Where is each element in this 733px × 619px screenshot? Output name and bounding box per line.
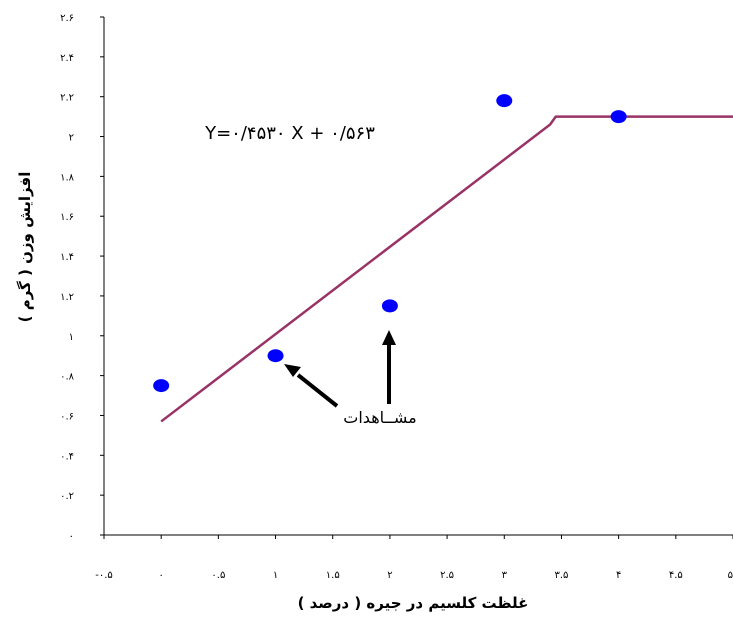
annotation-arrows [284,330,396,408]
observation-point [496,94,513,108]
arrow-left-shaft [296,373,339,408]
y-axis-title: افزایش وزن ( گرم ) [16,172,34,323]
observation-point [610,110,627,124]
y-tick-labels: ۰ ۰.۲ ۰.۴ ۰.۶ ۰.۸ ۱ ۱.۲ ۱.۴ ۱.۶ ۱.۸ ۲ ۲.۲ ۲.۴ ۲.۶ [60,13,75,542]
x-tick-label: ۱.۵ [326,570,340,581]
y-tick-label: ۲ [69,133,74,144]
x-tick-label: ۴.۵ [669,570,683,581]
observation-points [153,94,627,393]
observation-point [381,299,398,313]
y-tick-label: ۱ [69,332,74,343]
y-tick-label: ۲.۲ [60,93,74,104]
y-tick-label: ۰.۲ [60,491,74,502]
y-tick-label: ۰ [69,531,74,542]
observation-point [153,379,170,393]
arrow-left-head [284,364,301,377]
arrow-up-head [382,330,396,345]
y-tick-label: ۱.۶ [60,212,74,223]
x-tick-label: ۲ [387,570,392,581]
fit-line [160,115,733,423]
regression-equation: Y=۰/۴۵۳۰ X + ۰/۵۶۳ [204,123,375,144]
x-tick-label: ۰.۵ [211,570,225,581]
y-tick-label: ۱.۲ [60,292,74,303]
y-tick-label: ۱.۴ [60,252,74,263]
x-tick-label: ۴ [616,570,621,581]
axes [100,16,733,539]
x-tick-label: ۰ [158,570,163,581]
x-tick-label: ۲.۵ [440,570,454,581]
x-tick-label: ۵ [728,570,733,581]
y-tick-label: ۲.۴ [60,53,74,64]
y-tick-label: ۲.۶ [60,13,74,24]
y-tick-label: ۱.۸ [60,172,75,183]
x-tick-label: -۰.۵ [95,570,113,581]
x-tick-labels: -۰.۵ ۰ ۰.۵ ۱ ۱.۵ ۲ ۲.۵ ۳ ۳.۵ ۴ ۴.۵ ۵ [95,570,733,581]
observation-point [267,349,284,363]
x-tick-label: ۳.۵ [554,570,568,581]
y-tick-label: ۰.۴ [60,451,74,462]
x-tick-label: ۳ [502,570,508,581]
x-axis-title: غلظت کلسیم در جیره ( درصد ) [298,594,529,612]
fit-line-group [160,115,733,423]
observations-label: مشــاهدات [343,408,416,427]
y-tick-label: ۰.۸ [60,372,75,383]
y-tick-label: ۰.۶ [60,411,74,422]
x-tick-label: ۱ [273,570,278,581]
